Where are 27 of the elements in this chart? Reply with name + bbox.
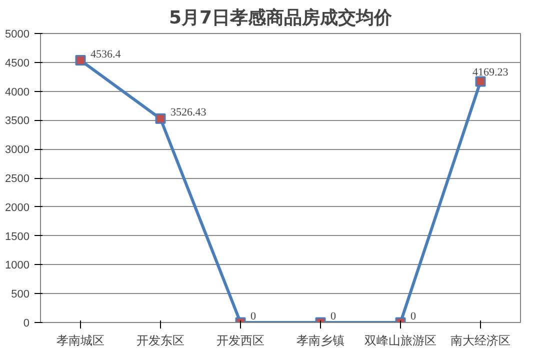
x-tick-label: 孝南乡镇 <box>296 334 344 348</box>
data-label: 4536.4 <box>90 48 122 60</box>
y-tick-label: 1500 <box>5 230 30 243</box>
data-label: 4169.23 <box>472 66 509 79</box>
y-tick-label: 5000 <box>5 28 30 40</box>
y-tick-label: 2000 <box>5 202 30 214</box>
x-tick-label: 开发西区 <box>216 334 264 348</box>
y-tick-label: 4500 <box>5 57 30 70</box>
y-tick-label: 3500 <box>5 115 30 128</box>
y-tick-label: 0 <box>23 318 30 330</box>
x-tick-label: 孝南城区 <box>56 334 104 348</box>
y-tick-label: 500 <box>11 288 30 301</box>
x-tick-label: 南大经济区 <box>450 334 510 348</box>
point <box>155 113 166 124</box>
y-tick-label: 1000 <box>5 260 30 272</box>
data-label: 3526.43 <box>170 106 207 119</box>
chart-title: 5月7日孝感商品房成交均价 <box>168 8 394 28</box>
x-tick-label: 双峰山旅游区 <box>364 334 436 348</box>
y-tick-label: 4000 <box>5 86 30 98</box>
y-tick-label: 3000 <box>5 144 30 156</box>
data-label: 0 <box>250 310 256 322</box>
data-label: 0 <box>330 310 336 322</box>
point <box>475 76 486 87</box>
data-label: 0 <box>410 310 416 322</box>
point <box>75 55 86 66</box>
y-tick-label: 2500 <box>5 173 30 185</box>
x-tick-label: 开发东区 <box>136 334 184 348</box>
